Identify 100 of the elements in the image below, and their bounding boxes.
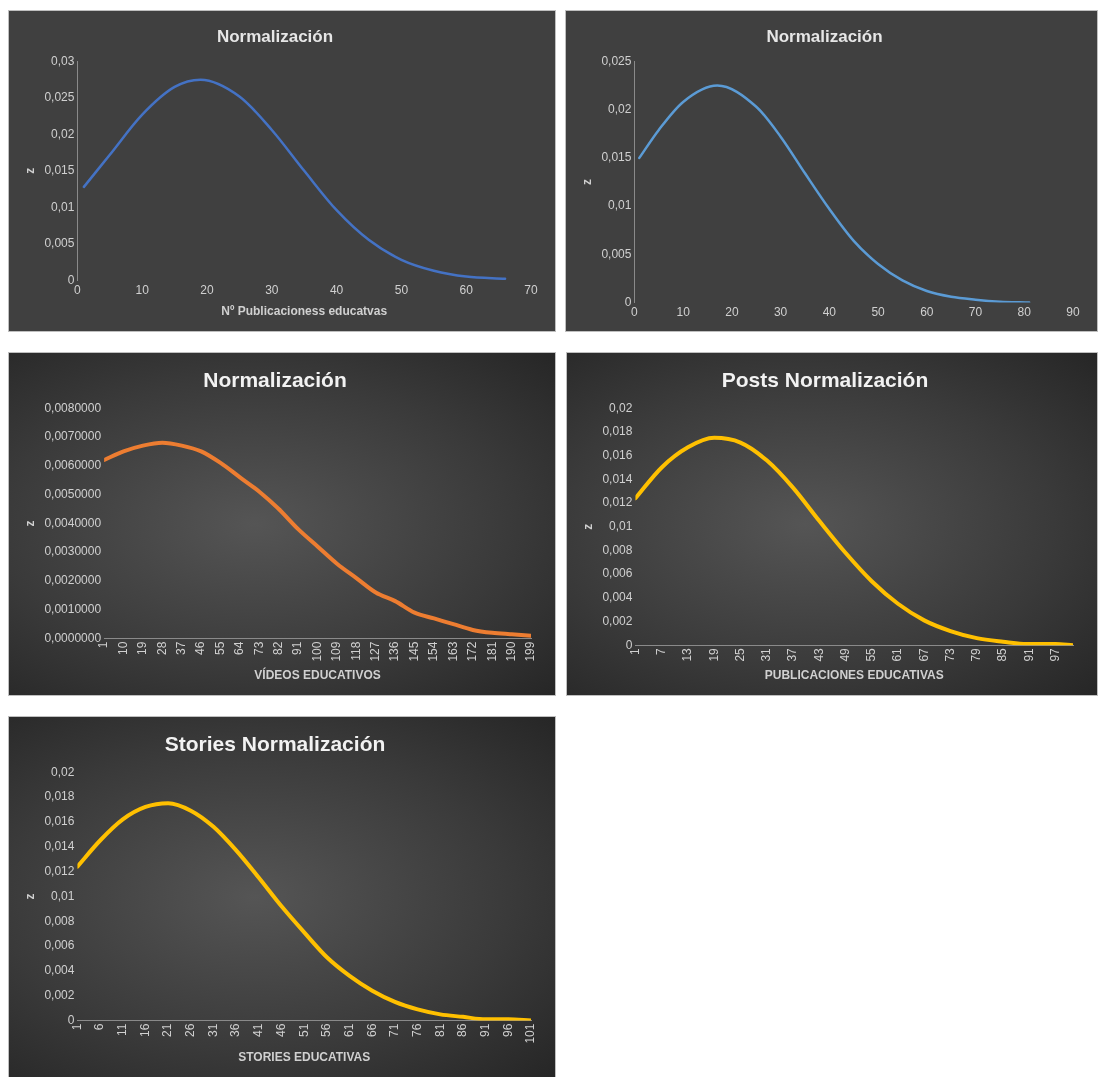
x-tick-label: 82 — [271, 641, 286, 655]
y-tick-label: 0,0080000 — [44, 400, 102, 415]
x-axis-title: VÍDEOS EDUCATIVOS — [254, 667, 381, 683]
y-tick-label: 0,005 — [44, 236, 75, 251]
y-tick-label: 0,01 — [51, 199, 75, 214]
x-tick-label: 7 — [654, 647, 668, 655]
x-tick-label: 86 — [455, 1023, 470, 1037]
x-tick-label: 41 — [251, 1023, 266, 1037]
x-tick-label: 91 — [290, 641, 305, 655]
x-tick-label: 127 — [368, 641, 383, 662]
y-tick-label: 0,012 — [602, 495, 633, 510]
x-tick-label: 163 — [445, 641, 460, 662]
chart-title: Normalización — [203, 368, 347, 392]
y-tick-label: 0 — [67, 272, 75, 287]
x-tick-label: 46 — [273, 1023, 288, 1037]
x-tick-label: 40 — [822, 305, 837, 320]
x-tick-label: 70 — [968, 305, 983, 320]
y-tick-label: 0,015 — [44, 163, 75, 178]
x-tick-label: 16 — [137, 1023, 152, 1037]
y-tick-label: 0,02 — [51, 764, 75, 779]
y-tick-label: 0,0070000 — [44, 429, 102, 444]
x-tick-label: 51 — [296, 1023, 311, 1037]
x-tick-label: 55 — [864, 647, 879, 662]
y-tick-label: 0,0050000 — [44, 486, 102, 501]
y-tick-label: 0,014 — [44, 839, 75, 854]
x-tick-label: 100 — [309, 641, 324, 662]
x-tick-label: 91 — [477, 1023, 492, 1037]
x-tick-label: 73 — [942, 647, 957, 662]
y-tick-label: 0,002 — [44, 988, 75, 1003]
line-series — [635, 435, 1073, 646]
x-tick-label: 49 — [837, 647, 852, 662]
x-tick-label: 199 — [523, 641, 538, 662]
x-tick-label: 1 — [69, 1023, 84, 1031]
x-tick-label: 60 — [459, 282, 474, 297]
x-tick-label: 6 — [92, 1023, 107, 1031]
y-tick-label: 0,018 — [44, 789, 75, 804]
x-tick-label: 181 — [484, 641, 499, 662]
x-tick-label: 66 — [364, 1023, 379, 1037]
y-tick-label: 0,016 — [602, 447, 633, 462]
chart-title: Stories Normalización — [164, 732, 386, 756]
x-tick-label: 145 — [406, 641, 421, 662]
x-tick-label: 60 — [920, 305, 934, 320]
y-tick-label: 0,012 — [44, 863, 75, 878]
x-tick-label: 118 — [348, 641, 363, 661]
x-tick-label: 136 — [387, 641, 402, 662]
x-tick-label: 80 — [1017, 305, 1032, 320]
y-tick-label: 0,002 — [602, 613, 633, 628]
x-tick-label: 109 — [329, 641, 344, 662]
x-tick-label: 37 — [785, 647, 800, 662]
x-tick-label: 61 — [890, 647, 905, 662]
x-tick-label: 19 — [135, 641, 150, 655]
x-tick-label: 21 — [160, 1023, 175, 1037]
y-tick-label: 0,006 — [602, 566, 633, 581]
x-tick-label: 64 — [232, 641, 247, 655]
line-series — [104, 440, 531, 638]
x-tick-label: 71 — [387, 1023, 402, 1037]
x-tick-label: 43 — [811, 647, 826, 662]
y-tick-label: 0,018 — [602, 424, 633, 439]
x-tick-label: 56 — [319, 1023, 334, 1037]
y-tick-label: 0,02 — [608, 101, 632, 116]
y-tick-label: 0,0060000 — [44, 458, 102, 473]
y-tick-label: 0,01 — [609, 519, 633, 534]
x-tick-label: 96 — [500, 1023, 515, 1037]
x-tick-label: 13 — [680, 647, 695, 662]
y-tick-label: 0,025 — [601, 53, 632, 68]
x-tick-label: 70 — [524, 282, 538, 297]
x-axis-title: STORIES EDUCATIVAS — [238, 1050, 371, 1065]
x-tick-label: 20 — [200, 282, 215, 297]
x-tick-label: 81 — [432, 1023, 447, 1037]
chart-title: Normalización — [216, 26, 334, 46]
x-tick-label: 37 — [174, 641, 189, 655]
chart-title: Posts Normalización — [721, 368, 929, 392]
y-tick-label: 0,0030000 — [44, 544, 102, 559]
y-tick-label: 0,02 — [51, 126, 75, 141]
line-series — [638, 84, 1031, 303]
y-tick-label: 0,016 — [44, 814, 75, 829]
x-tick-label: 10 — [135, 282, 150, 297]
x-tick-label: 67 — [916, 647, 931, 662]
x-tick-label: 40 — [329, 282, 344, 297]
chart-title: Normalización — [766, 26, 883, 46]
x-tick-label: 31 — [205, 1023, 220, 1037]
x-tick-label: 36 — [228, 1023, 243, 1037]
x-tick-label: 190 — [503, 641, 518, 662]
x-tick-label: 19 — [706, 647, 721, 662]
x-tick-label: 55 — [212, 641, 227, 655]
y-tick-label: 0,008 — [602, 542, 633, 557]
x-tick-label: 31 — [759, 647, 774, 662]
y-tick-label: 0,006 — [44, 938, 75, 953]
x-tick-label: 91 — [1021, 647, 1036, 662]
y-tick-label: 0,03 — [51, 53, 75, 68]
y-axis-title: z — [22, 167, 37, 174]
y-tick-label: 0,01 — [608, 198, 632, 213]
x-tick-label: 50 — [871, 305, 886, 320]
y-tick-label: 0 — [624, 294, 632, 309]
y-axis-title: z — [580, 523, 595, 530]
y-tick-label: 0,005 — [601, 246, 632, 261]
y-tick-label: 0,0010000 — [44, 602, 102, 617]
y-tick-label: 0,01 — [51, 888, 75, 903]
x-tick-label: 73 — [251, 641, 266, 655]
y-tick-label: 0,02 — [609, 400, 633, 415]
